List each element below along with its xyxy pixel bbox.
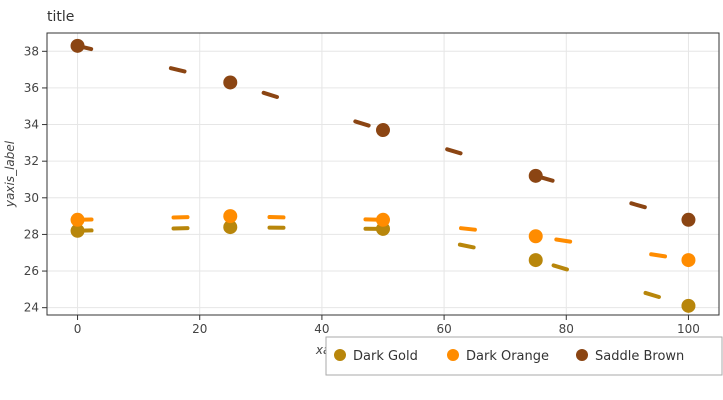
x-tick-label: 60 [436, 322, 451, 336]
x-tick-label: 20 [192, 322, 207, 336]
x-tick-label: 0 [74, 322, 82, 336]
y-tick-label: 32 [24, 154, 39, 168]
saddle-brown-point [70, 38, 85, 53]
dark-orange-point [376, 212, 390, 227]
x-tick-label: 40 [314, 322, 329, 336]
dark-gold-point [681, 298, 696, 313]
dark-orange-point [223, 209, 238, 224]
axis-ticks: 0 20 40 60 80 100 24 26 28 30 32 34 36 38 [24, 44, 700, 336]
y-tick-label: 30 [24, 191, 39, 205]
saddle-brown-point [528, 168, 543, 183]
dark-orange-point [681, 253, 696, 268]
dark-gold-point [223, 220, 238, 235]
saddle-brown-series-line [75, 43, 691, 222]
chart-title: title [47, 9, 74, 25]
x-tick-label: 80 [559, 322, 574, 336]
dark-orange-point [70, 212, 85, 227]
y-tick-label: 28 [24, 227, 39, 241]
series-layer [70, 38, 696, 313]
legend-marker-saddle-brown [576, 349, 588, 361]
dark-orange-series-line [75, 214, 691, 263]
legend-marker-dark-gold [334, 349, 346, 361]
saddle-brown-point [376, 123, 390, 138]
x-tick-label: 100 [677, 322, 700, 336]
legend: Dark Gold Dark Orange Saddle Brown [325, 336, 723, 376]
y-tick-label: 36 [24, 81, 39, 95]
y-tick-label: 34 [24, 118, 39, 132]
grid [47, 33, 719, 315]
y-axis-title: yaxis_label [3, 140, 17, 208]
y-tick-label: 26 [24, 264, 39, 278]
legend-marker-dark-orange [447, 349, 459, 361]
y-tick-label: 24 [24, 301, 39, 315]
legend-label-dark-orange: Dark Orange [466, 349, 549, 364]
saddle-brown-point [681, 212, 696, 227]
legend-label-dark-gold: Dark Gold [353, 349, 418, 364]
dark-orange-point [528, 229, 543, 244]
legend-box [325, 336, 723, 376]
y-tick-label: 38 [24, 44, 39, 58]
legend-label-saddle-brown: Saddle Brown [595, 349, 684, 364]
dark-gold-series-line [75, 225, 691, 308]
plot-area-border [46, 32, 720, 316]
dark-gold-point [528, 253, 543, 268]
dark-gold-point [70, 223, 85, 238]
saddle-brown-point [223, 75, 238, 90]
